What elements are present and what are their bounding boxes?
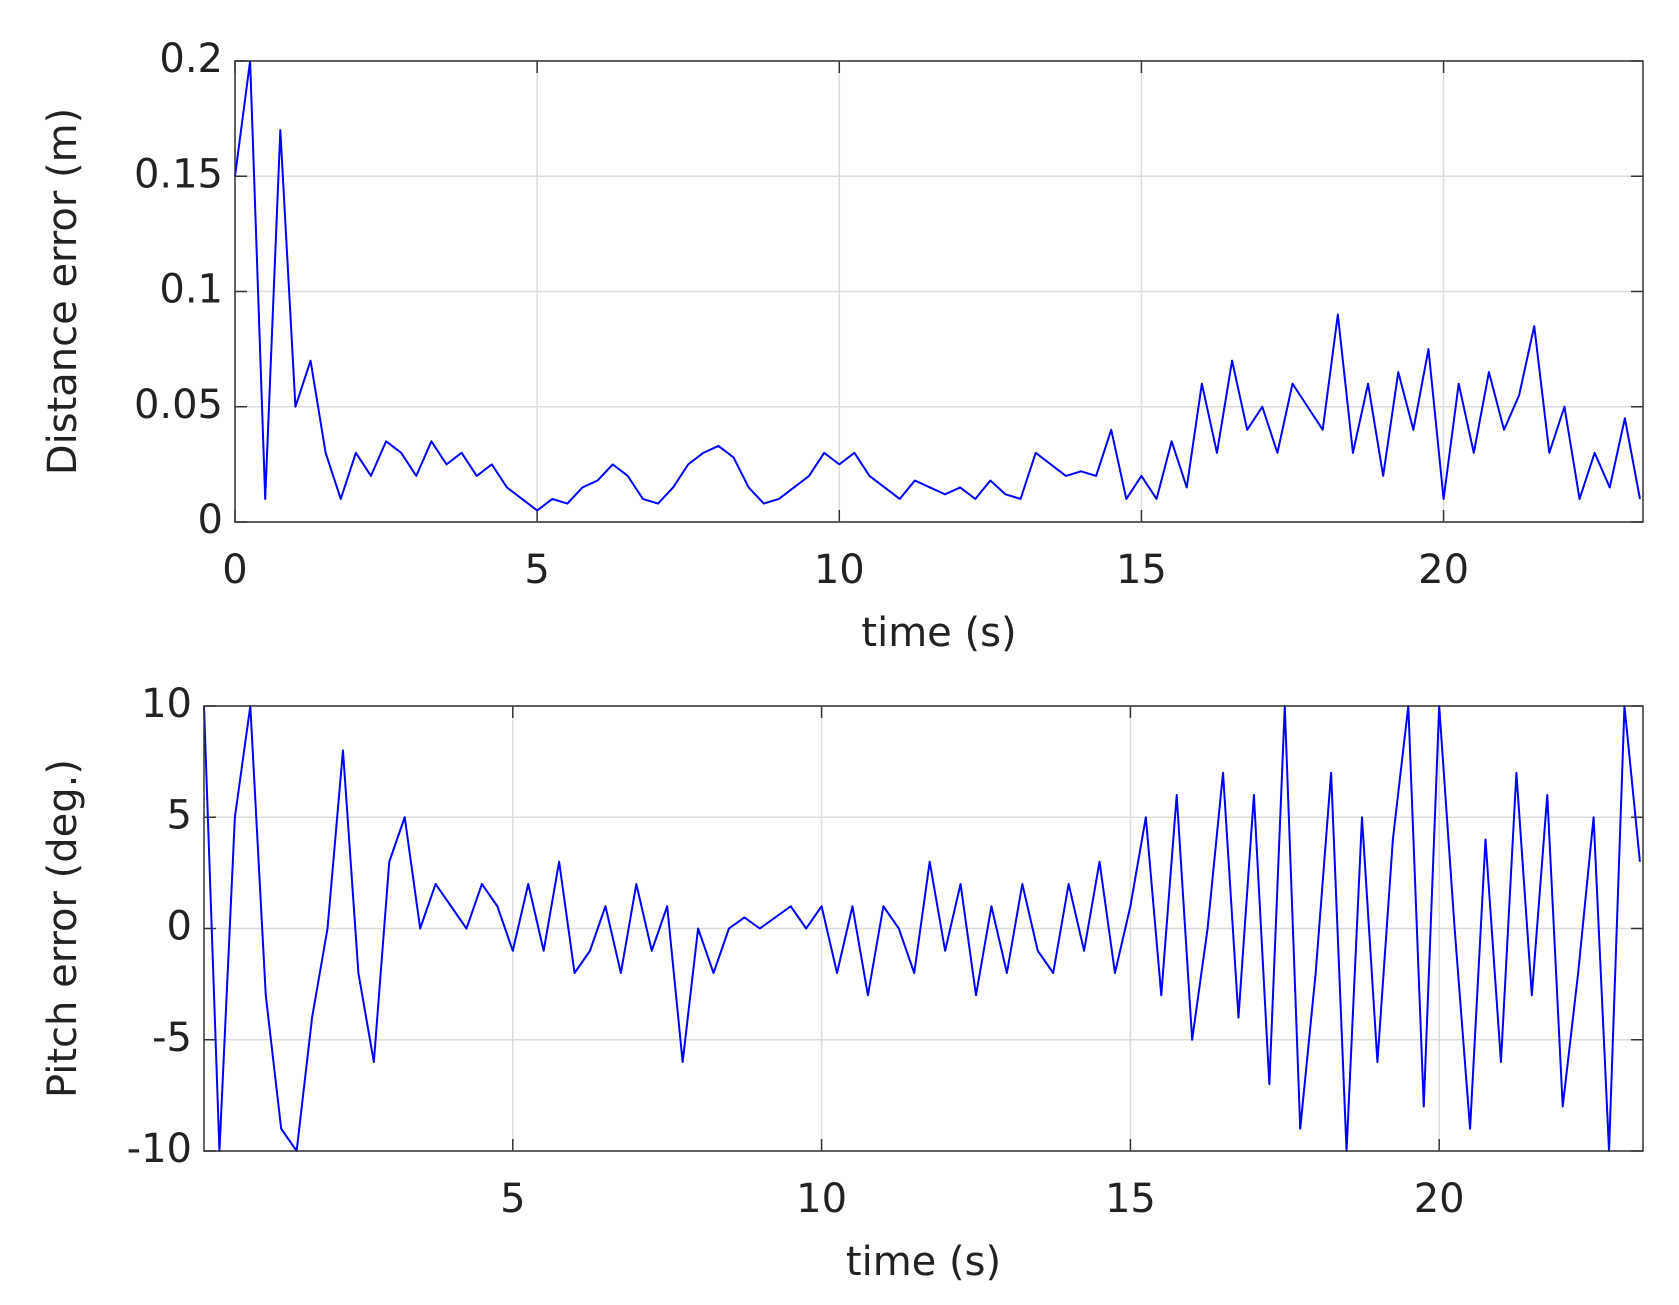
y-tick-label: 5 bbox=[167, 792, 192, 838]
data-line bbox=[234, 60, 1641, 512]
x-tick-label: 10 bbox=[796, 1176, 847, 1222]
y-tick-label: 0 bbox=[198, 497, 223, 543]
data-line bbox=[203, 705, 1641, 1152]
y-tick-label: 0.1 bbox=[159, 267, 223, 313]
plot-frame bbox=[234, 60, 1644, 523]
y-tick-label: 0 bbox=[167, 904, 192, 950]
y-tick-label: 0.05 bbox=[134, 382, 223, 428]
y-axis-label: Distance error (m) bbox=[40, 108, 86, 475]
x-axis-label: time (s) bbox=[846, 1239, 1001, 1285]
x-tick-label: 10 bbox=[814, 547, 865, 593]
x-tick-label: 20 bbox=[1418, 547, 1469, 593]
y-tick-label: -5 bbox=[152, 1015, 192, 1061]
x-tick-label: 0 bbox=[222, 547, 247, 593]
y-axis-label: Pitch error (deg.) bbox=[40, 759, 86, 1098]
x-tick-label: 20 bbox=[1414, 1176, 1465, 1222]
y-tick-label: 0.2 bbox=[159, 36, 223, 82]
x-axis-label: time (s) bbox=[861, 610, 1016, 656]
x-tick-label: 5 bbox=[524, 547, 549, 593]
x-tick-label: 15 bbox=[1116, 547, 1167, 593]
y-tick-label: 10 bbox=[141, 681, 192, 727]
y-tick-label: -10 bbox=[127, 1126, 192, 1172]
x-tick-label: 15 bbox=[1105, 1176, 1156, 1222]
plot-frame bbox=[203, 705, 1644, 1152]
x-tick-label: 5 bbox=[500, 1176, 525, 1222]
y-tick-label: 0.15 bbox=[134, 151, 223, 197]
